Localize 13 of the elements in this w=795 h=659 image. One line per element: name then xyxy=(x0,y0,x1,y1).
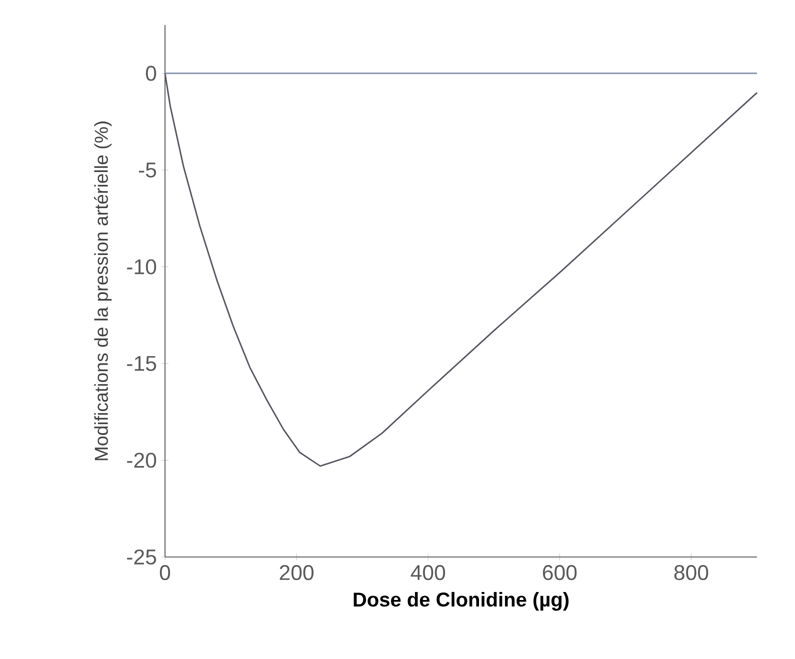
x-tick-label: 600 xyxy=(542,565,577,580)
y-tick-label: -20 xyxy=(127,452,156,468)
x-tick-label: 200 xyxy=(280,565,314,580)
y-axis-title: Modifications de la pression artérielle (%) xyxy=(94,122,112,460)
x-tick-label: 0 xyxy=(160,565,170,580)
y-tick-label: 0 xyxy=(146,66,156,81)
y-tick-label: -15 xyxy=(127,356,156,371)
y-tick-label: -25 xyxy=(127,549,156,565)
x-tick-label: 800 xyxy=(674,565,708,580)
y-tick-label: -5 xyxy=(138,162,156,178)
x-tick-label: 400 xyxy=(410,565,446,580)
y-tick-label: -10 xyxy=(127,259,156,274)
x-axis-title: Dose de Clonidine (µg) xyxy=(354,592,569,611)
